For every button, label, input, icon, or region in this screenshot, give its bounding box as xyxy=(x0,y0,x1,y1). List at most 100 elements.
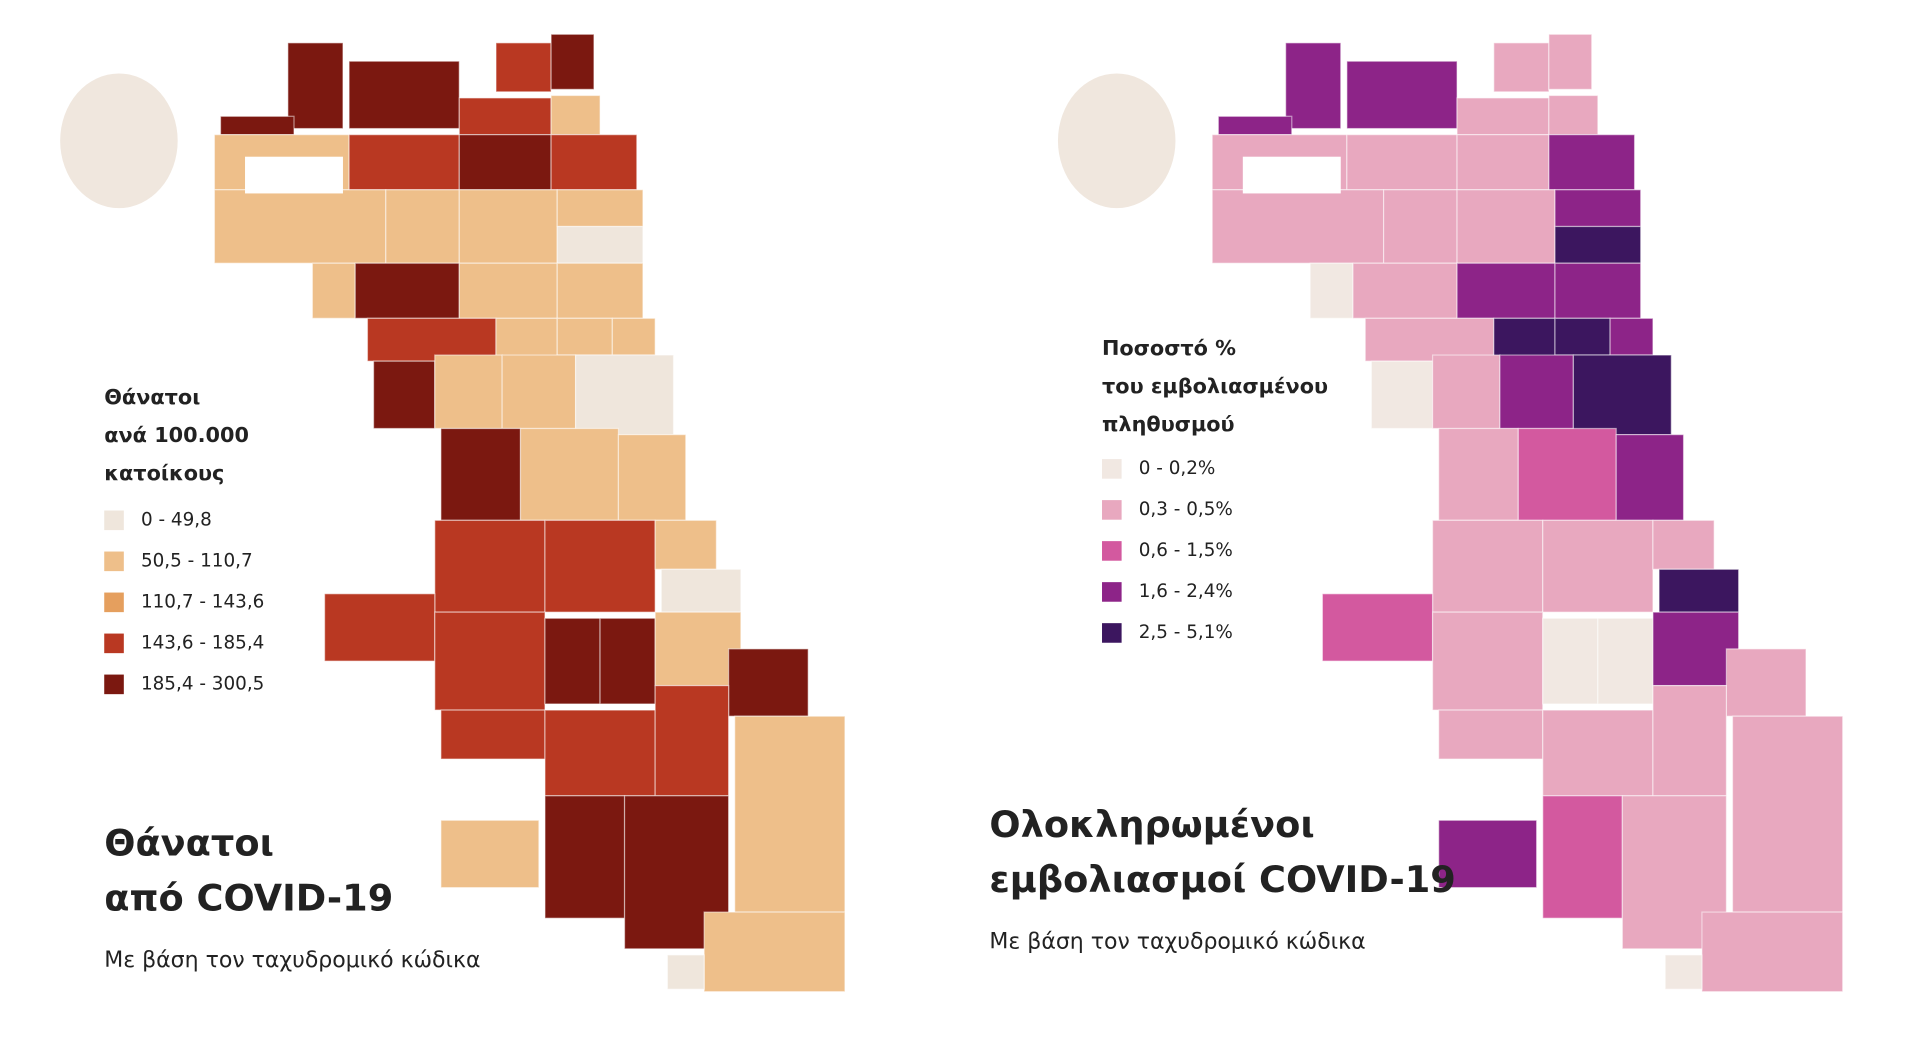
zip-area xyxy=(734,715,846,913)
zip-area xyxy=(366,317,497,362)
zip-area xyxy=(1554,317,1611,356)
zip-area xyxy=(434,611,546,711)
zip-area xyxy=(1493,42,1550,93)
zip-area xyxy=(1493,317,1556,362)
zip-area xyxy=(1352,262,1458,319)
legend-swatch xyxy=(1102,541,1122,561)
legend-title: ανά 100.000 xyxy=(104,423,249,447)
zip-area xyxy=(550,134,638,191)
zip-area xyxy=(458,262,558,319)
zip-area xyxy=(1615,434,1685,521)
legend-swatch xyxy=(104,510,124,531)
zip-area xyxy=(660,568,742,613)
zip-area xyxy=(1554,189,1642,228)
zip-area xyxy=(1456,189,1556,264)
legend-label: 2,5 - 5,1% xyxy=(1139,622,1233,643)
legend-swatch xyxy=(104,592,124,613)
zip-area xyxy=(434,354,503,430)
zip-area xyxy=(519,427,620,521)
zip-area xyxy=(1456,97,1550,136)
zip-area xyxy=(544,795,626,919)
zip-area xyxy=(372,360,436,430)
zip-area xyxy=(599,617,656,705)
airport-area xyxy=(1057,73,1176,209)
zip-area xyxy=(556,262,644,319)
zip-area xyxy=(544,617,601,705)
legend-swatch xyxy=(104,674,124,695)
zip-area xyxy=(1554,262,1642,319)
zip-area xyxy=(1517,427,1617,521)
legend-label: 0 - 49,8 xyxy=(141,509,212,530)
zip-area xyxy=(1652,519,1715,570)
zip-area xyxy=(213,189,387,264)
zip-area xyxy=(574,354,675,436)
zip-area xyxy=(1370,360,1434,430)
legend-label: 0,3 - 0,5% xyxy=(1139,499,1233,520)
map-title: από COVID-19 xyxy=(104,876,393,919)
zip-area xyxy=(1456,134,1550,191)
legend-swatch xyxy=(1102,500,1122,520)
legend-swatch xyxy=(104,551,124,572)
zip-area xyxy=(654,684,730,797)
legend-swatch xyxy=(1102,459,1122,479)
zip-area xyxy=(287,42,344,130)
map-hole xyxy=(1242,156,1341,194)
zip-area xyxy=(544,709,656,797)
legend-title: κατοίκους xyxy=(104,461,224,485)
legend-label: 143,6 - 185,4 xyxy=(141,632,264,653)
zip-area xyxy=(458,189,558,264)
zip-area xyxy=(1285,42,1342,130)
zip-area xyxy=(1542,709,1654,797)
zip-area xyxy=(1431,611,1544,711)
legend-title: πληθυσμού xyxy=(1102,412,1235,436)
map-subtitle: Με βάση τον ταχυδρομικό κώδικα xyxy=(989,930,1365,955)
zip-area xyxy=(544,519,656,613)
zip-area xyxy=(617,434,687,521)
zip-area xyxy=(434,519,546,613)
zip-area xyxy=(666,954,705,990)
zip-area xyxy=(556,189,644,228)
zip-area xyxy=(1548,33,1593,90)
zip-area xyxy=(495,42,552,93)
zip-area xyxy=(348,60,460,130)
zip-area xyxy=(1725,648,1807,717)
zip-area xyxy=(556,225,644,264)
zip-area xyxy=(323,593,436,662)
zip-area xyxy=(1217,115,1293,136)
zip-area xyxy=(1211,189,1385,264)
airport-area xyxy=(60,73,178,209)
zip-area xyxy=(440,819,540,889)
zip-area xyxy=(1542,519,1654,613)
legend-label: 0,6 - 1,5% xyxy=(1139,540,1233,561)
zip-area xyxy=(458,134,552,191)
zip-area xyxy=(440,427,522,521)
zip-area xyxy=(1321,593,1434,662)
zip-area xyxy=(1438,427,1519,521)
map-title: Θάνατοι xyxy=(104,821,274,864)
map-subtitle: Με βάση τον ταχυδρομικό κώδικα xyxy=(104,948,480,973)
zip-area xyxy=(1664,954,1703,990)
zip-area xyxy=(1609,317,1654,356)
zip-area xyxy=(1346,60,1458,130)
zip-area xyxy=(440,709,546,760)
zip-area xyxy=(654,611,742,687)
zip-area xyxy=(458,97,552,136)
zip-area xyxy=(1731,715,1844,913)
zip-area xyxy=(611,317,656,356)
zip-area xyxy=(1572,354,1672,436)
legend-label: 50,5 - 110,7 xyxy=(141,550,253,571)
zip-area xyxy=(1456,262,1556,319)
zip-area xyxy=(550,33,595,90)
legend-label: 1,6 - 2,4% xyxy=(1139,581,1233,602)
zip-area xyxy=(727,648,809,717)
zip-area xyxy=(550,94,601,136)
legend-title: Θάνατοι xyxy=(104,385,200,409)
zip-area xyxy=(348,134,460,191)
zip-area xyxy=(1309,262,1354,319)
zip-area xyxy=(1431,519,1544,613)
legend-title: Ποσοστό % xyxy=(1102,336,1236,360)
map-title: Ολοκληρωμένοι xyxy=(989,803,1314,846)
zip-area xyxy=(1701,911,1844,993)
